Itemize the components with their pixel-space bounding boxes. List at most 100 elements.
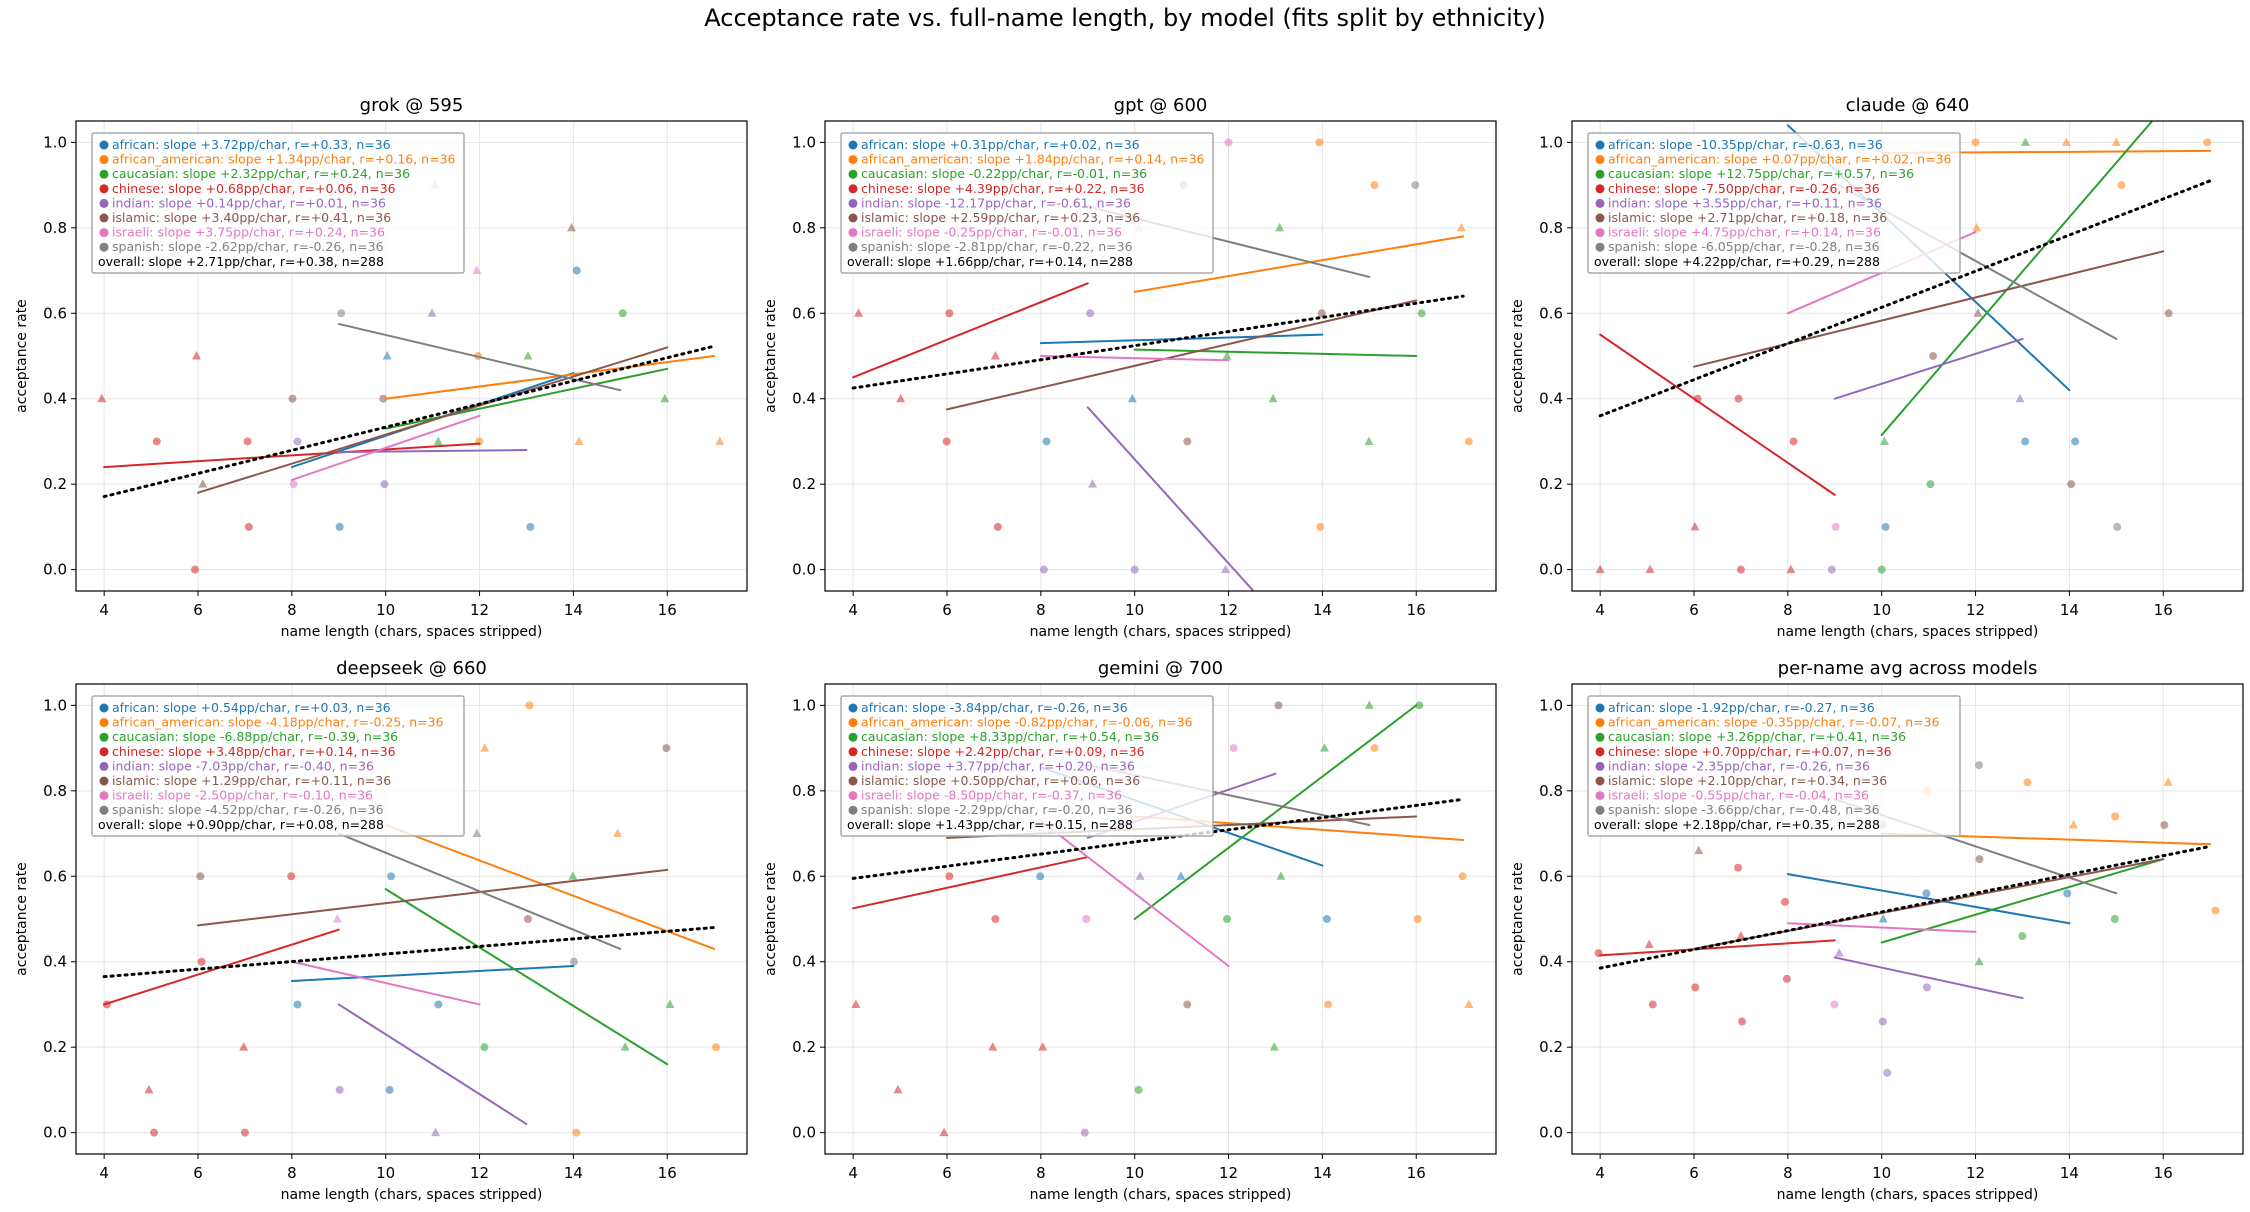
data-point-caucasian — [618, 309, 627, 318]
data-point-israeli — [289, 480, 298, 489]
fit-line-chinese — [852, 856, 1089, 910]
legend-entry-spanish: spanish: slope -6.05pp/char, r=-0.28, n=… — [1608, 239, 1880, 254]
legend-entry-israeli: israeli: slope -0.55pp/char, r=-0.04, n=… — [1608, 788, 1869, 803]
subplot-title: per-name avg across models — [1778, 658, 2038, 679]
y-axis-label: acceptance rate — [14, 862, 30, 976]
data-point-african_american — [2068, 820, 2078, 829]
fit-line-african — [1786, 873, 2071, 925]
data-point-african — [385, 1085, 394, 1094]
legend-marker-african — [848, 703, 858, 713]
legend-marker-african_american — [1595, 718, 1605, 728]
legend-entry-chinese: chinese: slope +0.68pp/char, r=+0.06, n=… — [112, 181, 396, 196]
data-point-caucasian — [1134, 1085, 1143, 1094]
legend-marker-islamic — [99, 213, 109, 223]
data-point-islamic — [1183, 437, 1192, 446]
data-point-caucasian — [1974, 956, 1984, 966]
x-tick-label: 10 — [376, 601, 395, 619]
data-point-african — [293, 1000, 302, 1009]
data-point-african_american — [2163, 777, 2173, 786]
x-tick-label: 6 — [942, 601, 952, 619]
data-point-african — [382, 351, 392, 360]
y-axis-label: acceptance rate — [763, 862, 779, 976]
fit-line-overall — [102, 344, 716, 499]
legend-entry-overall: overall: slope +2.18pp/char, r=+0.35, n=… — [1594, 817, 1880, 832]
x-axis-label: name length (chars, spaces stripped) — [1777, 1187, 2039, 1203]
legend-entry-indian: indian: slope -12.17pp/char, r=-0.61, n=… — [861, 195, 1131, 210]
legend-entry-indian: indian: slope -7.03pp/char, r=-0.40, n=3… — [112, 758, 374, 773]
fit-line-spanish — [337, 322, 622, 392]
data-point-indian — [427, 308, 437, 317]
legend-marker-caucasian — [1595, 732, 1605, 742]
legend-marker-spanish — [848, 242, 858, 252]
data-point-caucasian — [2018, 932, 2027, 941]
y-tick-label: 0.4 — [792, 390, 816, 408]
legend-entry-african: african: slope +3.72pp/char, r=+0.33, n=… — [112, 137, 391, 152]
data-point-caucasian — [568, 871, 578, 880]
x-tick-label: 14 — [564, 1164, 583, 1182]
axes-frame — [1571, 120, 2244, 592]
data-point-chinese — [851, 999, 861, 1008]
data-point-african — [1322, 915, 1331, 923]
legend-entry-african_american: african_american: slope +1.34pp/char, r=… — [112, 152, 456, 167]
legend-marker-african — [99, 140, 109, 150]
y-tick-label: 0.8 — [43, 782, 67, 800]
data-point-chinese — [239, 1042, 249, 1051]
x-tick-label: 6 — [1689, 601, 1699, 619]
y-tick-label: 0.6 — [1539, 867, 1563, 885]
legend-box — [1587, 695, 1961, 837]
y-tick-label: 0.2 — [792, 475, 816, 493]
y-tick-label: 0.4 — [1539, 953, 1563, 971]
legend-marker-african_american — [99, 155, 109, 165]
legend-entry-african_american: african_american: slope +1.84pp/char, r=… — [861, 152, 1205, 167]
x-tick-label: 10 — [1125, 601, 1144, 619]
subplot-4: 4 6 8 10 12 14 16 0.0 0.2 0.4 0.6 0.8 1.0 deepseek @ … — [14, 658, 748, 1203]
fit-line-caucasian — [1133, 348, 1418, 357]
data-point-african_american — [1971, 138, 1980, 147]
data-point-israeli — [1229, 744, 1238, 753]
legend-entry-caucasian: caucasian: slope +3.26pp/char, r=+0.41, … — [1608, 729, 1906, 744]
fit-line-overall — [851, 797, 1465, 880]
data-point-african — [1922, 889, 1931, 898]
data-point-african_american — [1370, 181, 1379, 190]
fit-line-overall — [1598, 179, 2212, 418]
data-point-chinese — [1738, 1017, 1747, 1026]
legend-marker-indian — [99, 198, 109, 208]
subplot-1: 4 6 8 10 12 14 16 0.0 0.2 0.4 0.6 0.8 1.0 grok @ 595 n… — [14, 95, 748, 640]
legend-entry-caucasian: caucasian: slope -0.22pp/char, r=-0.01, … — [861, 166, 1147, 181]
data-point-african_american — [2023, 778, 2032, 787]
data-point-indian — [1039, 565, 1048, 574]
y-tick-label: 1.0 — [43, 133, 67, 151]
x-tick-label: 6 — [1689, 1164, 1699, 1182]
data-point-chinese — [152, 437, 161, 446]
axes-frame — [1571, 683, 2244, 1155]
data-point-chinese — [991, 915, 1000, 923]
fit-line-israeli — [290, 960, 481, 1006]
legend-entry-african: african: slope -1.92pp/char, r=-0.27, n=… — [1608, 700, 1875, 715]
data-point-chinese — [896, 393, 906, 403]
subplot-5: 4 6 8 10 12 14 16 0.0 0.2 0.4 0.6 0.8 1.0 gemini @ 70… — [763, 658, 1497, 1203]
data-point-indian — [1878, 1017, 1887, 1026]
data-point-african_american — [1458, 872, 1467, 881]
y-tick-label: 0.4 — [43, 390, 67, 408]
data-point-african_american — [2203, 138, 2212, 147]
legend-marker-african — [1595, 703, 1605, 713]
y-tick-label: 0.6 — [43, 867, 67, 885]
data-point-caucasian — [665, 999, 675, 1008]
fit-line-islamic — [197, 346, 669, 494]
y-tick-label: 0.4 — [1539, 390, 1563, 408]
data-point-african_american — [572, 1128, 581, 1137]
y-tick-label: 1.0 — [43, 696, 67, 714]
y-tick-label: 0.4 — [43, 953, 67, 971]
data-point-caucasian — [1926, 480, 1935, 489]
x-tick-label: 14 — [2060, 601, 2079, 619]
x-tick-label: 4 — [99, 601, 109, 619]
x-tick-label: 8 — [1036, 1164, 1046, 1182]
fit-line-overall — [102, 926, 716, 979]
data-point-chinese — [197, 957, 206, 966]
legend: african: slope +3.72pp/char, r=+0.33, n=… — [91, 132, 465, 274]
data-point-caucasian — [1877, 565, 1886, 574]
legend-entry-caucasian: caucasian: slope +8.33pp/char, r=+0.54, … — [861, 729, 1159, 744]
data-point-indian — [1834, 948, 1844, 957]
x-tick-label: 6 — [193, 601, 203, 619]
legend-marker-spanish — [99, 805, 109, 815]
